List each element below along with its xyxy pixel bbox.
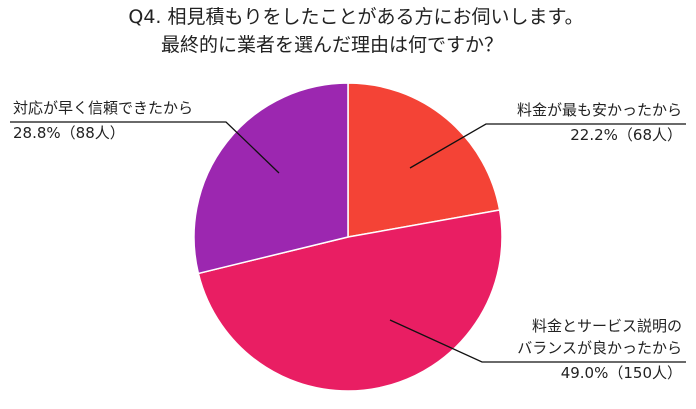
label-balance-text2: バランスが良かったから bbox=[517, 339, 682, 357]
chart-title-line2: 最終的に業者を選んだ理由は何ですか？ bbox=[160, 34, 503, 56]
label-balance: 料金とサービス説明の バランスが良かったから 49.0%（150人） bbox=[517, 315, 682, 384]
leader-line-fast bbox=[10, 121, 280, 174]
pie-slices bbox=[193, 82, 503, 392]
leader-lines bbox=[10, 121, 686, 363]
label-balance-value: 49.0%（150人） bbox=[560, 364, 682, 382]
label-cheapest: 料金が最も安かったから 22.2%（68人） bbox=[517, 99, 682, 146]
label-cheapest-value: 22.2%（68人） bbox=[570, 126, 682, 144]
label-cheapest-text: 料金が最も安かったから bbox=[516, 101, 682, 119]
label-fast-text: 対応が早く信頼できたから bbox=[13, 99, 194, 117]
label-balance-text1: 料金とサービス説明の bbox=[531, 317, 682, 335]
label-fast: 対応が早く信頼できたから 28.8%（88人） bbox=[13, 97, 193, 144]
label-fast-value: 28.8%（88人） bbox=[13, 124, 125, 142]
pie-slice-2 bbox=[193, 82, 349, 275]
leader-line-balance bbox=[389, 319, 686, 363]
chart-title-line1: Q4. 相見積もりをしたことがある方にお伺いします。 bbox=[128, 6, 584, 28]
leader-line-cheapest bbox=[409, 123, 686, 169]
